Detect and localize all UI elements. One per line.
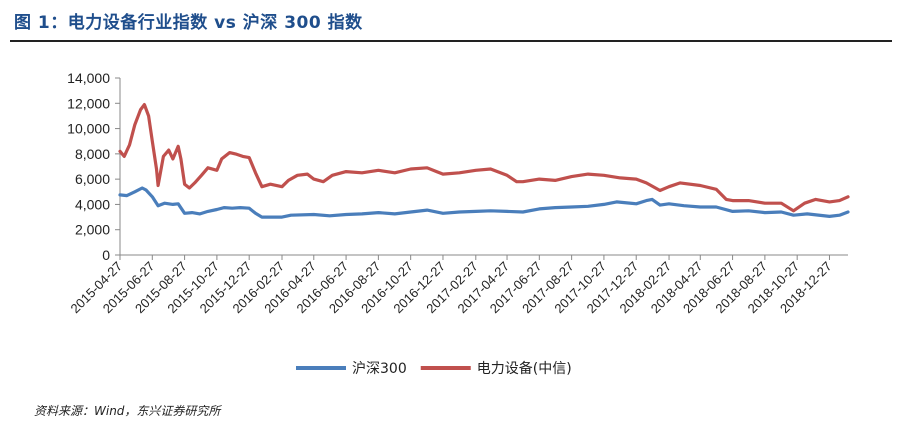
- legend: 沪深300 电力设备(中信): [296, 360, 572, 377]
- y-tick-label: 10,000: [67, 121, 110, 137]
- figure-title: 图 1：电力设备行业指数 vs 沪深 300 指数: [14, 13, 363, 33]
- legend-label-0: 沪深300: [352, 361, 407, 377]
- title-divider: [10, 40, 892, 42]
- y-tick-label: 4,000: [75, 196, 110, 212]
- y-axis: 0 2,000 4,000 6,000 8,000 10,000 12,000 14,000: [67, 70, 121, 263]
- y-tick-label: 6,000: [75, 171, 110, 187]
- y-tick-label: 14,000: [67, 70, 110, 86]
- legend-label-1: 电力设备(中信): [477, 360, 572, 377]
- y-tick-label: 12,000: [67, 95, 110, 111]
- line-chart: 02,0004,0006,0008,00010,00012,00014,000 …: [67, 70, 850, 377]
- series-line-1: [118, 103, 850, 213]
- y-tick-label: 2,000: [75, 222, 110, 238]
- series-layer: [118, 103, 850, 219]
- y-tick-label: 8,000: [75, 146, 110, 162]
- y-tick-label: 0: [102, 247, 110, 263]
- series-line-0: [118, 186, 850, 219]
- x-axis: 2015-04-272015-06-272015-08-272015-10-27…: [67, 254, 848, 316]
- source-note: 资料来源：Wind，东兴证券研究所: [34, 404, 221, 418]
